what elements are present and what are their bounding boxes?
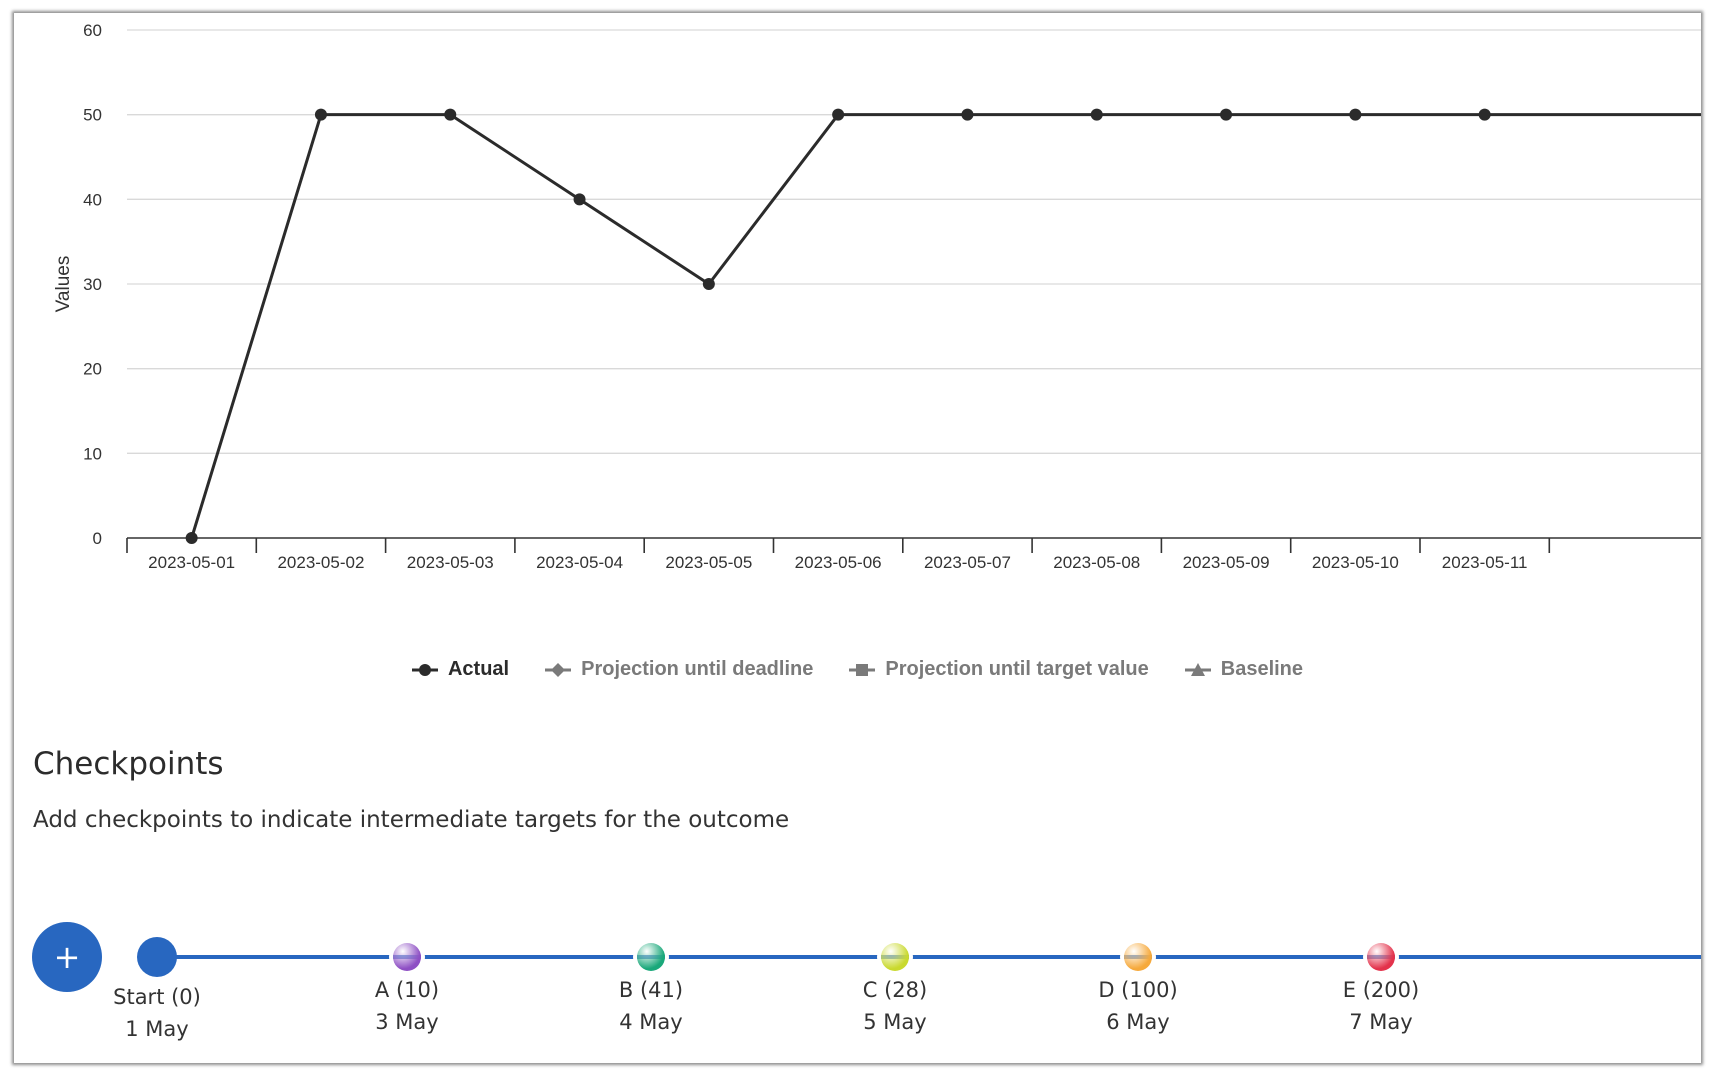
chart-legend: Actual Projection until deadline Projectio… [14,658,1701,681]
x-tick-label: 2023-05-09 [1183,553,1270,572]
legend-item-baseline[interactable]: Baseline [1184,658,1304,681]
y-tick-label: 30 [83,275,102,294]
x-tick-label: 2023-05-04 [536,553,623,572]
y-tick-label: 60 [83,21,102,40]
data-point [1349,108,1362,121]
checkpoint-label: B (41) [618,978,684,1002]
data-point [1220,108,1233,121]
data-point [1478,108,1491,121]
checkpoint-label: E (200) [1342,978,1420,1002]
x-tick-label: 2023-05-08 [1053,553,1140,572]
y-tick-label: 50 [83,106,102,125]
y-tick-label: 0 [93,529,102,548]
line-chart: 0 10 20 30 40 50 60 Values 2023-05-01 2023-05-02 2… [53,21,1701,572]
data-point [832,108,845,121]
checkpoint-label: D (100) [1098,978,1178,1002]
checkpoint-date: 1 May [125,1017,189,1041]
checkpoint-timeline-line [169,955,1701,959]
x-tick-label: 2023-05-02 [277,553,364,572]
x-tick-label: 2023-05-03 [407,553,494,572]
checkpoints-description: Add checkpoints to indicate intermediate… [33,807,790,833]
legend-circle-icon [411,663,438,676]
checkpoint-date: 6 May [1106,1010,1170,1034]
y-tick-label: 40 [83,190,102,209]
checkpoint-marker[interactable] [1124,943,1152,971]
legend-square-icon [849,663,876,676]
legend-item-actual[interactable]: Actual [411,658,510,681]
legend-label: Projection until deadline [581,658,814,680]
data-point [1090,108,1103,121]
legend-label: Baseline [1220,658,1304,680]
legend-item-projection-until-deadline[interactable]: Projection until deadline [545,658,813,681]
legend-item-projection-until-target-value[interactable]: Projection until target value [849,658,1149,681]
x-tick-label: 2023-05-06 [795,553,882,572]
legend-diamond-icon [545,662,572,677]
x-tick-label: 2023-05-05 [665,553,752,572]
x-tick-label: 2023-05-11 [1442,553,1528,572]
checkpoint-marker[interactable] [1367,943,1395,971]
add-checkpoint-button[interactable]: + [32,922,102,992]
checkpoint-label: C (28) [862,978,928,1002]
y-axis-label: Values [53,256,74,313]
checkpoint-marker[interactable] [137,937,177,977]
checkpoint-marker[interactable] [637,943,665,971]
legend-label: Actual [447,658,510,680]
y-tick-label: 20 [83,360,102,379]
checkpoint-label: Start (0) [113,985,201,1009]
checkpoint-date: 3 May [375,1010,439,1034]
data-point [573,193,586,206]
checkpoint-date: 5 May [863,1010,927,1034]
legend-triangle-icon [1184,662,1211,676]
x-tick-label: 2023-05-01 [148,553,235,572]
checkpoint-label: A (10) [374,978,440,1002]
checkpoint-marker[interactable] [393,943,421,971]
y-tick-label: 10 [83,444,102,463]
checkpoint-date: 4 May [619,1010,683,1034]
data-point [444,108,457,121]
data-point [314,108,327,121]
x-tick-label: 2023-05-10 [1312,553,1399,572]
x-tick-label: 2023-05-07 [924,553,1011,572]
chart-card: 0 10 20 30 40 50 60 Values 2023-05-01 2023-05-02 2… [14,13,1701,1063]
checkpoint-date: 7 May [1349,1010,1413,1034]
data-point [961,108,974,121]
data-point [702,278,715,290]
legend-label: Projection until target value [885,658,1149,680]
data-point [185,532,198,544]
checkpoint-marker[interactable] [881,943,909,971]
series-line-actual [190,113,1701,539]
checkpoints-title: Checkpoints [33,746,224,782]
